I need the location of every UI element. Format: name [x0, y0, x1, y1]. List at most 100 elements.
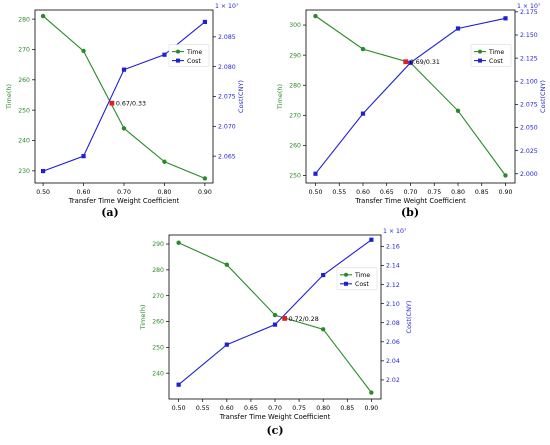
legend: Time Cost	[168, 44, 210, 67]
data-point-time	[369, 390, 374, 395]
x-tick-label: 0.80	[158, 189, 172, 196]
data-point-cost	[455, 26, 461, 31]
y-tick-label-left: 260	[289, 143, 301, 150]
y-tick-label-right: 2.085	[218, 34, 236, 41]
x-tick-label: 0.60	[220, 405, 234, 412]
y-tick-label-right: 2.150	[520, 32, 538, 39]
y-axis-label-right: Cost(CNY)	[539, 80, 547, 113]
data-point-time	[121, 126, 127, 131]
data-point-cost	[81, 154, 86, 159]
y-tick-label-left: 250	[152, 345, 164, 352]
y-tick-label-right: 2.080	[218, 64, 236, 71]
y-tick-label-left: 240	[152, 370, 164, 377]
series-line-time	[178, 242, 372, 393]
legend: Time Cost	[336, 267, 378, 291]
y-axis-label-right: Cost(CNY)	[237, 80, 245, 113]
x-tick-label: 0.85	[340, 405, 354, 412]
x-tick-label: 0.90	[499, 189, 513, 196]
data-point-cost	[176, 382, 181, 387]
data-point-cost	[408, 60, 413, 65]
legend-marker-cost	[176, 58, 180, 63]
series-line-time	[315, 15, 506, 176]
x-tick-label: 0.50	[172, 405, 186, 412]
right-axis-multiplier: 1 × 10⁷	[383, 228, 407, 235]
x-tick-label: 0.80	[316, 405, 330, 412]
series-line-time	[42, 15, 206, 179]
y-tick-label-right: 2.16	[386, 244, 400, 251]
right-axis-multiplier: 1 × 10⁷	[517, 3, 541, 10]
x-axis-label: Transfer Time Weight Coefficient	[219, 413, 331, 421]
data-point-time	[224, 262, 230, 267]
data-point-cost	[40, 168, 46, 174]
x-tick-label: 0.65	[244, 405, 258, 412]
x-tick-label: 0.85	[475, 189, 489, 196]
y-axis-label-left: Time(h)	[5, 84, 13, 110]
x-axis-label: Transfer Time Weight Coefficient	[68, 197, 180, 205]
legend-label-time: Time	[186, 49, 202, 56]
x-tick-label: 0.60	[356, 189, 370, 196]
y-tick-label-left: 300	[289, 22, 301, 29]
y-tick-label-left: 280	[18, 16, 30, 23]
legend-marker-cost	[478, 58, 482, 63]
y-tick-label-right: 2.070	[218, 124, 236, 131]
legend-label-cost: Cost	[489, 58, 503, 65]
data-point-time	[40, 13, 46, 19]
data-point-cost	[162, 52, 167, 57]
x-tick-label: 0.70	[268, 405, 282, 412]
chart-panel-a: 0.50 0.60 0.70 0.80 0.90 Transfer Time Weight…	[5, 3, 245, 219]
x-tick-label: 0.50	[309, 189, 323, 196]
legend-label-time: Time	[488, 49, 504, 56]
x-tick-label: 0.90	[364, 405, 378, 412]
intersection-label: 0.67/0.33	[116, 101, 146, 108]
y-tick-label-right: 2.04	[386, 358, 400, 365]
y-tick-label-left: 230	[18, 168, 30, 175]
plot-frame	[305, 9, 516, 184]
y-tick-label-left: 270	[18, 47, 30, 54]
panel-caption: (c)	[266, 424, 283, 437]
data-point-time	[81, 48, 86, 54]
x-tick-label: 0.75	[292, 405, 306, 412]
data-point-cost	[272, 322, 278, 327]
y-tick-label-left: 270	[289, 113, 301, 120]
data-point-time	[176, 240, 181, 245]
y-tick-label-left: 290	[289, 52, 301, 59]
y-tick-label-right: 2.075	[218, 94, 236, 101]
data-point-time	[455, 108, 461, 113]
legend: Time Cost	[470, 44, 512, 67]
right-axis-multiplier: 1 × 10⁷	[215, 3, 239, 10]
x-tick-label: 0.55	[332, 189, 346, 196]
y-tick-label-right: 2.065	[218, 153, 236, 160]
data-point-time	[503, 173, 508, 178]
y-tick-label-right: 2.125	[520, 55, 538, 62]
y-tick-label-left: 250	[18, 107, 30, 114]
y-tick-label-right: 2.12	[386, 282, 400, 289]
data-point-cost	[313, 171, 318, 176]
legend-marker-time	[478, 49, 482, 54]
data-point-cost	[202, 19, 208, 25]
data-point-time	[313, 13, 318, 19]
intersection-marker	[403, 59, 409, 65]
data-point-cost	[121, 67, 127, 72]
legend-label-cost: Cost	[355, 281, 369, 288]
x-tick-label: 0.70	[404, 189, 418, 196]
y-tick-label-left: 270	[152, 293, 164, 300]
x-tick-label: 0.60	[77, 189, 91, 196]
panel-caption: (a)	[101, 206, 119, 219]
y-tick-label-right: 2.10	[386, 301, 400, 308]
data-point-cost	[224, 342, 229, 347]
legend-marker-time	[344, 272, 348, 277]
y-tick-label-left: 250	[289, 173, 301, 180]
x-tick-label: 0.90	[198, 189, 212, 196]
intersection-label: 0.69/0.31	[410, 59, 440, 66]
y-tick-label-left: 260	[152, 319, 164, 326]
data-point-time	[320, 327, 326, 332]
legend-marker-cost	[344, 281, 348, 286]
data-point-cost	[369, 237, 374, 242]
y-tick-label-right: 2.000	[520, 171, 538, 178]
intersection-marker	[282, 316, 288, 321]
x-tick-label: 0.70	[117, 189, 131, 196]
y-tick-label-right: 2.02	[386, 377, 400, 384]
chart-panel-c: 0.50 0.55 0.60 0.65 0.70 0.75 0.80 0.85 0.90 Tran…	[139, 228, 413, 437]
y-axis-label-left: Time(h)	[276, 84, 284, 110]
intersection-label: 0.72/0.28	[289, 316, 319, 323]
